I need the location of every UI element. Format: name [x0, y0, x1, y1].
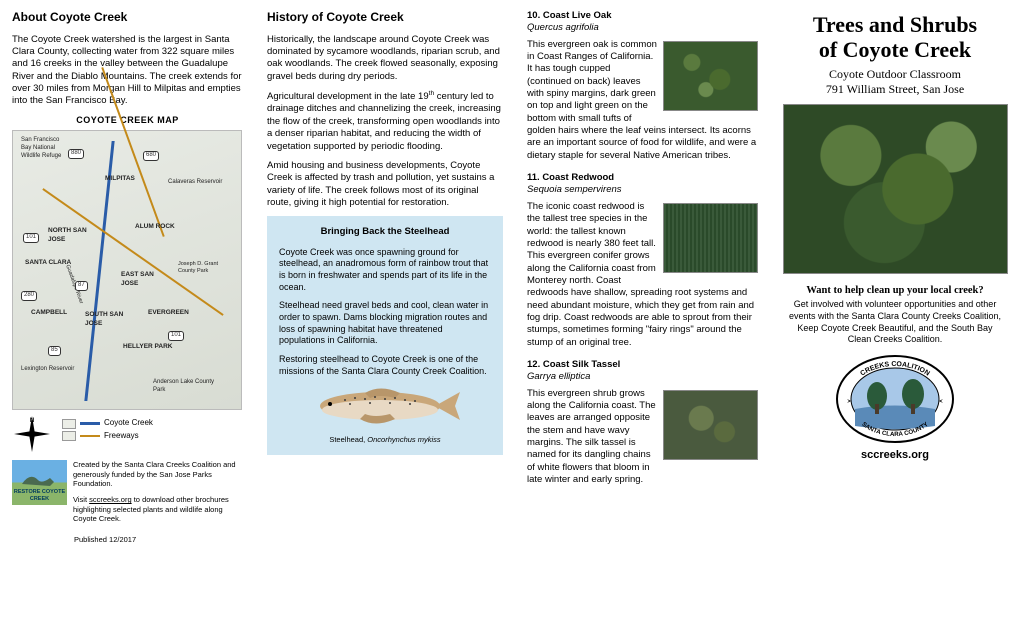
- map-graphic: San Francisco Bay National Wildlife Refu…: [12, 130, 242, 410]
- entry-text: This evergreen oak is common in Coast Ra…: [527, 39, 657, 75]
- legend-swatch: [80, 422, 100, 425]
- entry-title: 11. Coast Redwood: [527, 172, 614, 183]
- route-shield: 101: [23, 233, 39, 243]
- subtitle-line: 791 William Street, San Jose: [826, 82, 964, 96]
- map-city: CAMPBELL: [31, 309, 67, 317]
- map-city: EVERGREEN: [148, 309, 189, 317]
- history-p1: Historically, the landscape around Coyot…: [267, 34, 503, 83]
- about-body: The Coyote Creek watershed is the larges…: [12, 34, 243, 108]
- subtitle-line: Coyote Outdoor Classroom: [829, 67, 961, 81]
- legend-swatch: [62, 419, 76, 429]
- map-label: Anderson Lake County Park: [153, 379, 223, 395]
- route-shield: 680: [143, 151, 159, 161]
- restore-logo-text: RESTORE COYOTE CREEK: [12, 489, 67, 503]
- site-url: sccreeks.org: [861, 448, 929, 462]
- help-text: Get involved with volunteer opportunitie…: [782, 299, 1008, 346]
- map-city: EAST SAN JOSE: [121, 271, 161, 288]
- panel-history: History of Coyote Creek Historically, th…: [255, 0, 515, 619]
- legend-swatch: [62, 431, 76, 441]
- about-heading: About Coyote Creek: [12, 10, 243, 26]
- map-label: Joseph D. Grant County Park: [178, 261, 228, 275]
- legend-label: Freeways: [104, 431, 139, 441]
- map-legend: Coyote Creek Freeways: [62, 418, 153, 443]
- history-heading: History of Coyote Creek: [267, 10, 503, 26]
- cover-title: Trees and Shrubs of Coyote Creek: [813, 12, 977, 63]
- legend-item: Freeways: [62, 431, 153, 441]
- entry-sci: Garrya elliptica: [527, 371, 758, 383]
- entry-title: 10. Coast Live Oak: [527, 10, 611, 21]
- map-city: SOUTH SAN JOSE: [85, 311, 125, 328]
- brochure-page: About Coyote Creek The Coyote Creek wate…: [0, 0, 1020, 619]
- panel-cover: Trees and Shrubs of Coyote Creek Coyote …: [770, 0, 1020, 619]
- entry-photo: [663, 203, 758, 273]
- steelhead-box: Bringing Back the Steelhead Coyote Creek…: [267, 216, 503, 455]
- steelhead-p: Coyote Creek was once spawning ground fo…: [279, 247, 491, 294]
- credit-block: RESTORE COYOTE CREEK Created by the Sant…: [12, 460, 243, 530]
- entry-sci: Quercus agrifolia: [527, 22, 758, 34]
- map-city: SANTA CLARA: [25, 259, 71, 267]
- map-legend-row: N Coyote Creek Freeways: [12, 410, 243, 454]
- legend-item: Coyote Creek: [62, 418, 153, 428]
- map-city: HELLYER PARK: [123, 343, 172, 351]
- entry-title: 12. Coast Silk Tassel: [527, 359, 620, 370]
- entry-redwood: 11. Coast Redwood Sequoia sempervirens T…: [527, 172, 758, 349]
- entry-photo: [663, 390, 758, 460]
- entry-silktassel: 12. Coast Silk Tassel Garrya elliptica T…: [527, 359, 758, 486]
- title-line: of Coyote Creek: [819, 37, 971, 62]
- caption-sci: Oncorhynchus mykiss: [367, 435, 440, 444]
- route-shield: 85: [48, 346, 61, 356]
- cover-photo: [783, 104, 1008, 274]
- text-part: Agricultural development in the late 19: [267, 91, 429, 102]
- fish-illustration: Steelhead, Oncorhynchus mykiss: [279, 384, 491, 444]
- map-city: ALUM ROCK: [135, 223, 175, 231]
- credit-line: Visit sccreeks.org to download other bro…: [73, 495, 243, 523]
- legend-swatch: [80, 435, 100, 437]
- entry-oak: 10. Coast Live Oak Quercus agrifolia Thi…: [527, 10, 758, 162]
- entry-sci: Sequoia sempervirens: [527, 184, 758, 196]
- route-shield: 87: [75, 281, 88, 291]
- route-shield: 280: [21, 291, 37, 301]
- caption-text: Steelhead,: [329, 435, 367, 444]
- panel-species: 10. Coast Live Oak Quercus agrifolia Thi…: [515, 0, 770, 619]
- route-shield: 101: [168, 331, 184, 341]
- history-p3: Amid housing and business developments, …: [267, 160, 503, 209]
- credit-text-part: Visit: [73, 495, 89, 504]
- steelhead-title: Bringing Back the Steelhead: [279, 226, 491, 238]
- coalition-seal: CREEKS COALITION SANTA CLARA COUNTY: [835, 354, 955, 444]
- published-date: Published 12/2017: [74, 535, 243, 545]
- entry-photo: [663, 41, 758, 111]
- steelhead-p: Steelhead need gravel beds and cool, cle…: [279, 300, 491, 347]
- legend-label: Coyote Creek: [104, 418, 153, 428]
- map-title: COYOTE CREEK MAP: [12, 115, 243, 127]
- route-shield: 880: [68, 149, 84, 159]
- svg-text:N: N: [30, 418, 34, 424]
- continued-note: (continued on back): [527, 76, 610, 87]
- map-label: San Francisco Bay National Wildlife Refu…: [21, 137, 71, 160]
- panel-about: About Coyote Creek The Coyote Creek wate…: [0, 0, 255, 619]
- fish-caption: Steelhead, Oncorhynchus mykiss: [279, 435, 491, 445]
- compass-icon: N: [12, 414, 52, 454]
- credit-line: Created by the Santa Clara Creeks Coalit…: [73, 460, 243, 488]
- steelhead-p: Restoring steelhead to Coyote Creek is o…: [279, 354, 491, 377]
- map-label: Lexington Reservoir: [21, 366, 74, 374]
- map-city: MILPITAS: [105, 175, 135, 183]
- credit-link[interactable]: sccreeks.org: [89, 495, 132, 504]
- map-city: NORTH SAN JOSE: [48, 227, 93, 244]
- credit-text: Created by the Santa Clara Creeks Coalit…: [73, 460, 243, 530]
- history-p2: Agricultural development in the late 19t…: [267, 90, 503, 153]
- cover-subtitle: Coyote Outdoor Classroom 791 William Str…: [826, 67, 964, 98]
- map-label: Calaveras Reservoir: [168, 179, 222, 187]
- title-line: Trees and Shrubs: [813, 12, 977, 37]
- help-heading: Want to help clean up your local creek?: [806, 284, 983, 298]
- restore-logo: RESTORE COYOTE CREEK: [12, 460, 67, 505]
